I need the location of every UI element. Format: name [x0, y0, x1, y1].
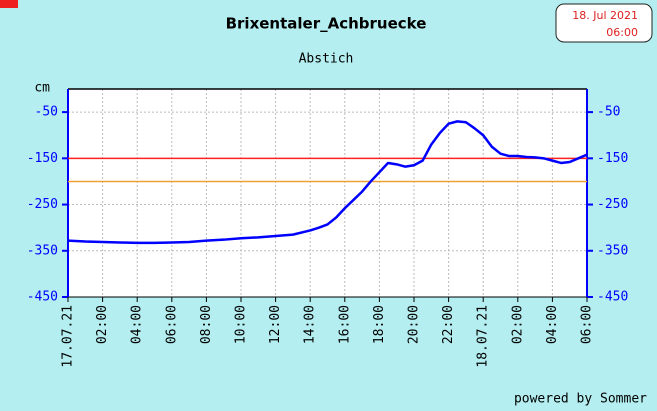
x-tick-label: 06:00: [580, 305, 595, 344]
y-tick-label: -50: [35, 105, 58, 120]
x-tick-label: 12:00: [268, 305, 283, 344]
date-box: [555, 3, 653, 43]
x-tick-label: 17.07.21: [61, 305, 76, 368]
y2-tick-label: -350: [597, 243, 628, 258]
y-tick-label: -150: [27, 151, 58, 166]
x-tick-label: 16:00: [337, 305, 352, 344]
series-line: [67, 120, 588, 245]
x-tick-label: 02:00: [510, 305, 525, 344]
chart-title: Brixentaler_Achbruecke: [226, 15, 427, 33]
y2-tick-label: -450: [597, 290, 628, 305]
y2-tick-label: -250: [597, 197, 628, 212]
footer: powered by Sommer: [514, 392, 647, 407]
date-text: 18. Jul 2021: [572, 9, 638, 22]
y-tick-label: -350: [27, 243, 58, 258]
x-tick-label: 22:00: [441, 305, 456, 344]
x-tick-label: 02:00: [95, 305, 110, 344]
y-unit: cm: [34, 81, 50, 96]
x-tick-label: 04:00: [130, 305, 145, 344]
x-tick-label: 18.07.21: [476, 305, 491, 368]
y-tick-label: -250: [27, 197, 58, 212]
x-tick-label: 04:00: [545, 305, 560, 344]
x-tick-label: 20:00: [407, 305, 422, 344]
plot-area: [68, 89, 587, 297]
y2-tick-label: -50: [597, 105, 620, 120]
chart-subtitle: Abstich: [299, 52, 354, 67]
x-tick-label: 08:00: [199, 305, 214, 344]
x-tick-label: 14:00: [303, 305, 318, 344]
corner-mark: [0, 0, 18, 8]
x-tick-label: 06:00: [164, 305, 179, 344]
x-tick-label: 18:00: [372, 305, 387, 344]
y2-tick-label: -150: [597, 151, 628, 166]
time-text: 06:00: [606, 26, 638, 39]
x-tick-label: 10:00: [234, 305, 249, 344]
y-tick-label: -450: [27, 290, 58, 305]
